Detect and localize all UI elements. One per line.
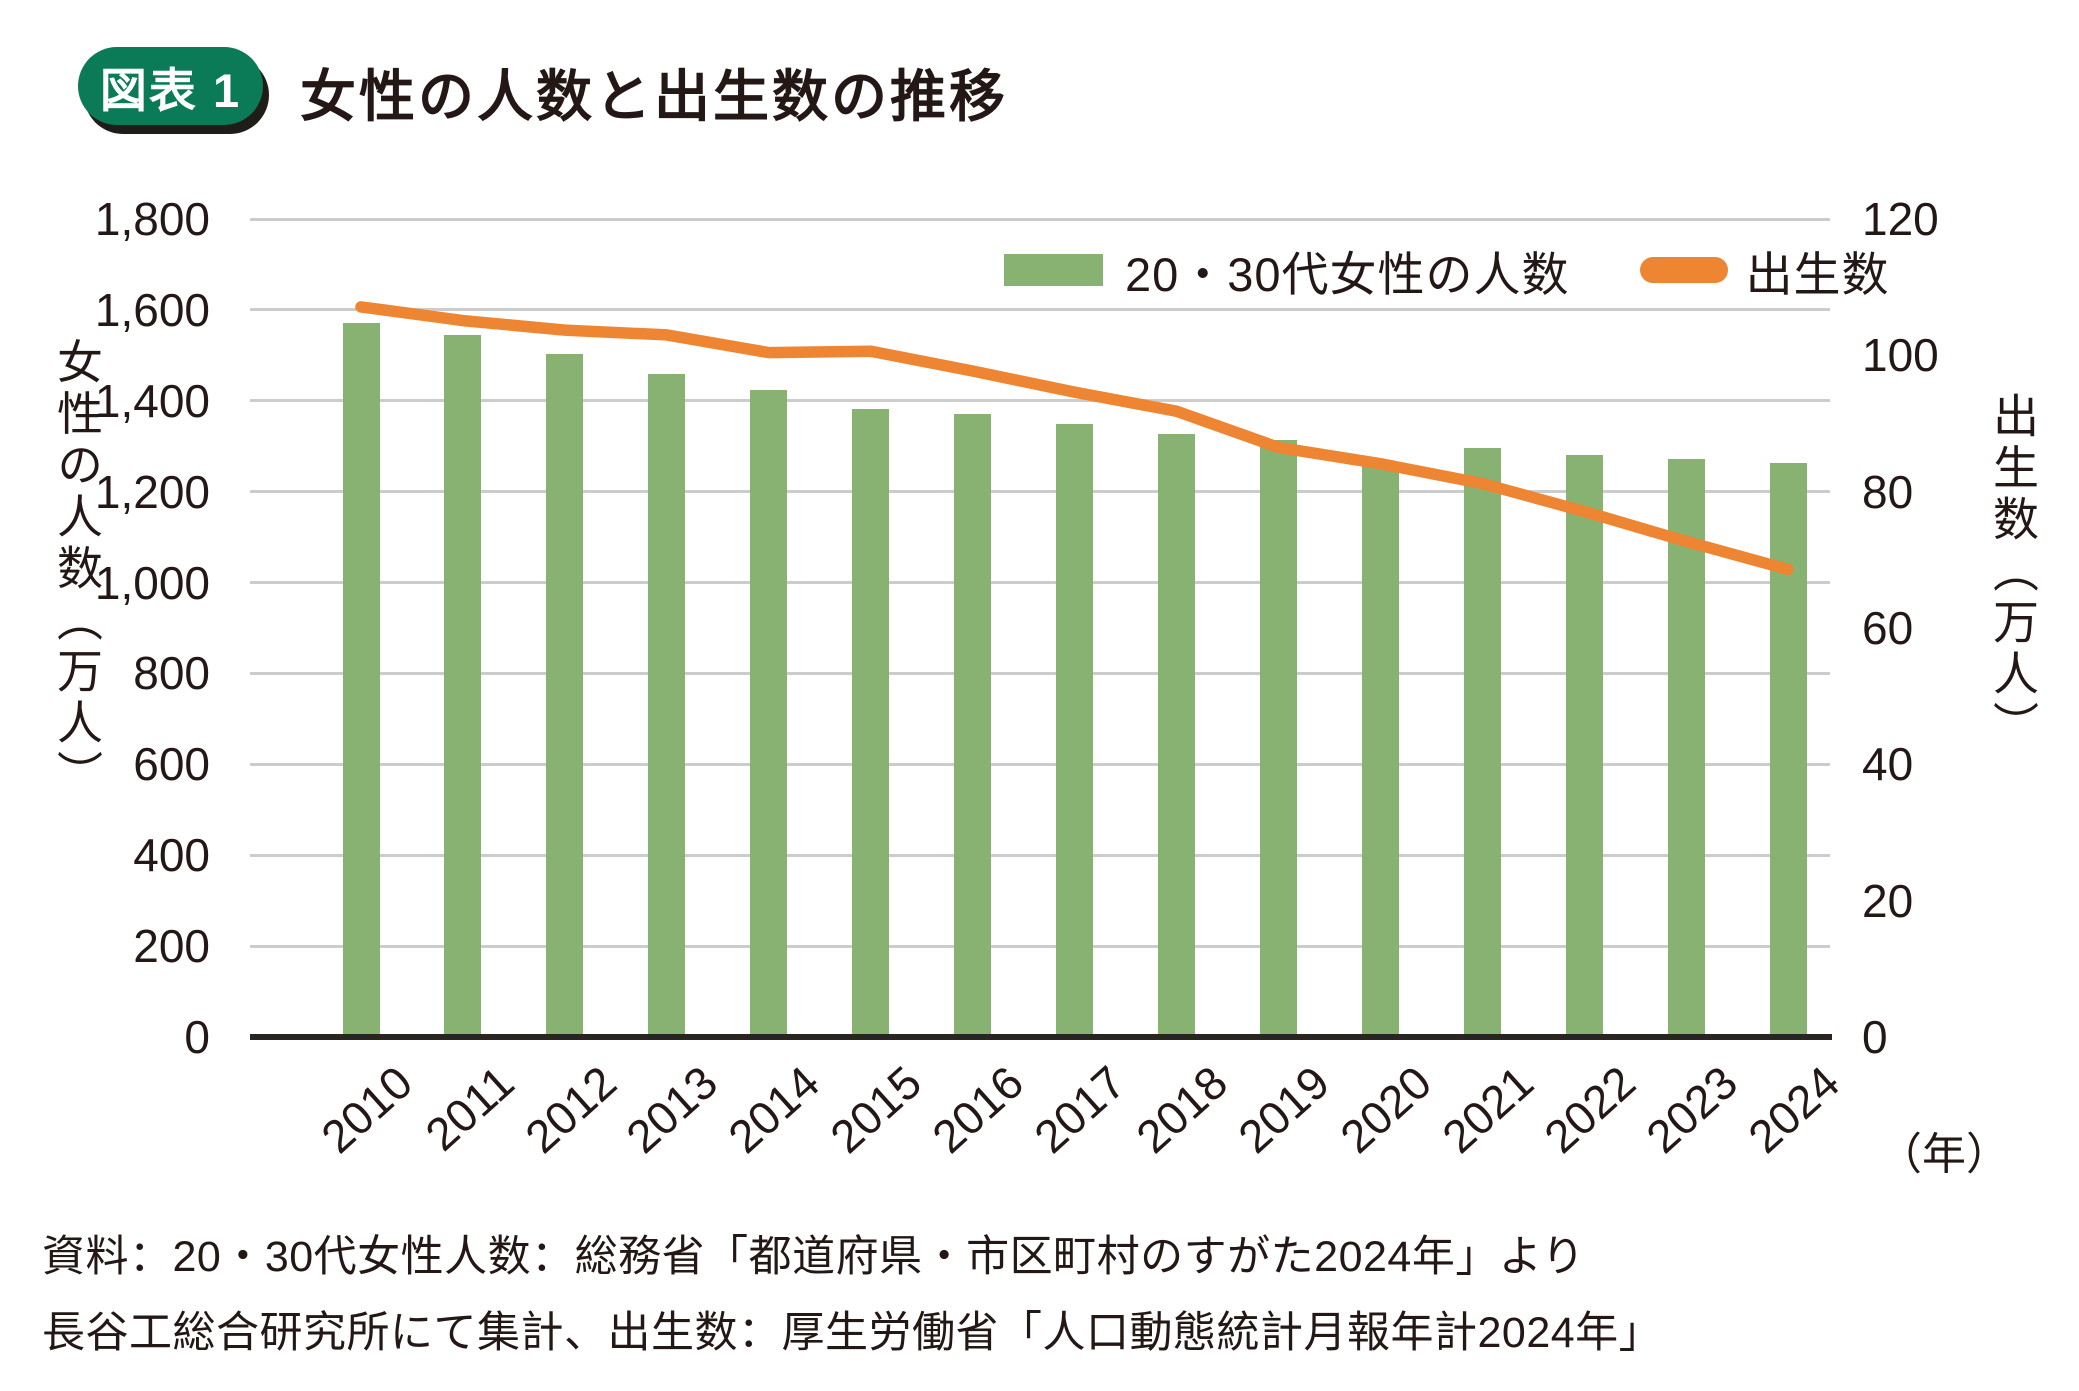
xtick-2013: 2013 <box>616 1055 728 1163</box>
bar-2015 <box>852 409 890 1037</box>
x-axis-unit: （年） <box>1878 1130 2010 1179</box>
xtick-2012: 2012 <box>514 1055 626 1163</box>
births-line <box>355 301 1794 576</box>
left-ytick-0: 0 <box>184 1011 210 1063</box>
bar-2024 <box>1769 463 1807 1037</box>
source-note-line1: 資料：20・30代女性人数：総務省「都道府県・市区町村のすがた2024年」より <box>42 1233 1585 1281</box>
x-axis-line <box>250 1034 1832 1040</box>
bar-2014 <box>750 390 788 1037</box>
line-chart-svg <box>355 301 1794 576</box>
legend-bar-label: 20・30代女性の人数 <box>1125 247 1570 301</box>
xtick-2018: 2018 <box>1126 1055 1238 1163</box>
gridline <box>250 217 1830 221</box>
bar-2019 <box>1259 440 1297 1037</box>
xtick-2011: 2011 <box>415 1055 524 1161</box>
left-ytick-1,400: 1,400 <box>94 374 210 427</box>
right-ytick-120: 120 <box>1862 193 1939 245</box>
left-ytick-800: 800 <box>133 647 210 700</box>
legend-bar-swatch <box>1004 254 1103 286</box>
xtick-2024: 2024 <box>1737 1055 1849 1163</box>
bar-2022 <box>1565 455 1603 1037</box>
xtick-2019: 2019 <box>1228 1055 1340 1163</box>
gridline <box>250 399 1830 403</box>
plot-area <box>250 217 1830 1037</box>
right-axis-title: 出生数（万人） <box>1987 392 2039 753</box>
xtick-2022: 2022 <box>1534 1055 1645 1163</box>
gridline <box>250 853 1830 857</box>
left-ytick-1,000: 1,000 <box>94 556 210 609</box>
figure-number-badge: 図表 1 <box>78 47 263 125</box>
left-axis-title: 女性の人数（万人） <box>51 338 103 802</box>
gridline <box>250 581 1830 585</box>
xtick-2017: 2017 <box>1024 1055 1136 1163</box>
source-note-line2: 長谷工総合研究所にて集計、出生数：厚生労働省「人口動態統計月報年計2024年」 <box>42 1309 1663 1357</box>
figure-number-label: 図表 1 <box>99 63 242 117</box>
bar-2023 <box>1667 459 1705 1037</box>
right-ytick-100: 100 <box>1862 329 1939 382</box>
gridline <box>250 308 1830 312</box>
left-ytick-1,800: 1,800 <box>94 193 210 245</box>
gridline <box>250 762 1830 766</box>
legend-line-swatch <box>1639 257 1728 283</box>
right-ytick-80: 80 <box>1862 465 1914 518</box>
bar-2012 <box>546 353 584 1037</box>
legend-line-label: 出生数 <box>1745 247 1890 301</box>
left-ytick-1,600: 1,600 <box>94 283 210 336</box>
gridline <box>250 671 1830 675</box>
chart-title: 女性の人数と出生数の推移 <box>300 65 1008 128</box>
legend: 20・30代女性の人数 出生数 <box>1004 244 1890 301</box>
xtick-2023: 2023 <box>1636 1055 1747 1163</box>
right-ytick-40: 40 <box>1862 738 1914 791</box>
bar-2010 <box>342 322 380 1037</box>
bar-2016 <box>954 414 992 1037</box>
left-ytick-1,200: 1,200 <box>94 465 210 518</box>
xtick-2014: 2014 <box>718 1055 830 1163</box>
right-ytick-20: 20 <box>1862 874 1914 927</box>
right-ytick-60: 60 <box>1862 602 1914 654</box>
xtick-2021: 2021 <box>1432 1055 1544 1163</box>
left-ytick-200: 200 <box>133 920 210 973</box>
gridline <box>250 944 1830 948</box>
xtick-2020: 2020 <box>1330 1055 1442 1163</box>
bar-2021 <box>1463 448 1501 1037</box>
right-ytick-0: 0 <box>1862 1011 1888 1063</box>
left-ytick-600: 600 <box>133 738 210 791</box>
bar-2017 <box>1056 423 1093 1037</box>
left-ytick-400: 400 <box>133 829 210 882</box>
bar-2020 <box>1361 465 1399 1037</box>
bar-2018 <box>1157 433 1195 1037</box>
xtick-2010: 2010 <box>310 1055 422 1163</box>
gridline <box>250 490 1830 494</box>
xtick-2015: 2015 <box>820 1055 932 1163</box>
bar-2011 <box>444 335 482 1037</box>
xtick-2016: 2016 <box>922 1055 1034 1163</box>
bar-2013 <box>648 373 686 1037</box>
